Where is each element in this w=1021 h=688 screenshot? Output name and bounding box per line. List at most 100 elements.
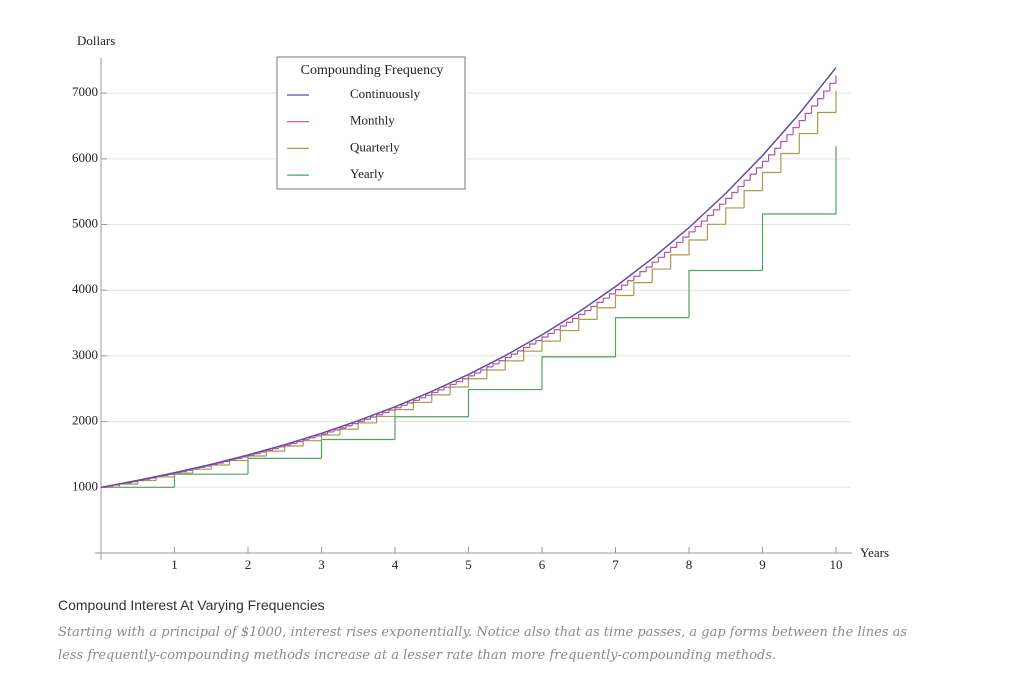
step-segment — [792, 127, 800, 135]
step-segment — [394, 408, 414, 417]
legend-items: Continuously Monthly Quarterly Yearly — [287, 86, 421, 181]
step-segment — [780, 152, 800, 173]
step-segment — [719, 203, 726, 210]
step-segment — [235, 457, 242, 461]
step-segment — [559, 325, 567, 330]
step-segment — [394, 407, 402, 411]
step-segment — [271, 448, 279, 451]
step-segment — [339, 428, 359, 436]
step-segment — [406, 402, 414, 406]
step-segment — [608, 293, 616, 299]
step-segment — [474, 372, 481, 376]
step-segment — [670, 246, 677, 253]
step-segment — [725, 207, 745, 225]
step-segment — [768, 154, 775, 162]
step-segment — [376, 414, 383, 418]
step-segment — [504, 356, 512, 361]
step-segment — [559, 329, 579, 342]
y-tick-label: 3000 — [72, 347, 98, 362]
y-tick-label: 2000 — [72, 413, 98, 428]
step-segment — [229, 459, 248, 465]
step-segment — [688, 269, 763, 318]
step-segment — [712, 209, 720, 216]
step-segment — [357, 422, 377, 430]
step-segment — [670, 254, 689, 270]
legend-label: Quarterly — [350, 139, 400, 154]
step-segment — [743, 179, 751, 187]
step-segment — [173, 472, 193, 477]
x-tick-label: 1 — [171, 557, 178, 572]
legend-label: Monthly — [350, 113, 395, 128]
step-segment — [541, 340, 561, 352]
step-segment — [829, 82, 836, 92]
step-segment — [259, 451, 267, 454]
step-segment — [388, 409, 395, 413]
step-segment — [633, 275, 640, 281]
step-segment — [345, 425, 353, 428]
step-segment — [645, 266, 653, 272]
step-segment — [363, 418, 371, 422]
step-segment — [749, 173, 757, 181]
step-segment — [590, 305, 598, 311]
step-segment — [743, 190, 763, 208]
step-segment — [706, 214, 714, 222]
step-segment — [786, 134, 794, 142]
step-segment — [302, 440, 322, 446]
step-segment — [455, 381, 463, 385]
step-segment — [657, 256, 665, 263]
legend-label: Continuously — [350, 86, 421, 101]
step-segment — [412, 401, 432, 410]
step-segment — [541, 336, 549, 341]
step-segment — [578, 313, 585, 319]
step-segment — [314, 435, 322, 438]
step-segment — [247, 457, 322, 475]
step-segment — [461, 378, 469, 382]
step-segment — [823, 90, 830, 99]
step-segment — [810, 105, 818, 114]
step-segment — [541, 356, 616, 390]
y-tick-label: 7000 — [72, 84, 98, 99]
step-segment — [480, 369, 487, 373]
step-segment — [596, 301, 604, 307]
step-segment — [339, 427, 346, 430]
step-segment — [676, 241, 683, 248]
x-tick-label: 2 — [245, 557, 252, 572]
x-tick-label: 10 — [830, 557, 843, 572]
step-segment — [633, 282, 653, 296]
step-segment — [798, 120, 806, 128]
step-segment — [431, 391, 438, 396]
legend-box — [276, 56, 466, 190]
step-segment — [639, 271, 647, 277]
step-segment — [621, 284, 628, 290]
step-segment — [492, 363, 500, 367]
step-segment — [431, 394, 451, 403]
step-segment — [565, 321, 573, 327]
step-segment — [425, 394, 432, 398]
chart: Dollars Years 1000 2000 3000 4000 5000 6000 70… — [72, 33, 889, 572]
step-segment — [663, 251, 671, 258]
step-segment — [504, 360, 524, 370]
step-segment — [486, 369, 506, 379]
step-segment — [210, 464, 230, 470]
step-segment — [290, 442, 298, 446]
y-tick-label: 1000 — [72, 478, 98, 493]
step-segment — [320, 438, 395, 459]
step-segment — [467, 388, 542, 417]
step-segment — [467, 375, 475, 379]
step-segment — [535, 339, 542, 345]
step-segment — [706, 223, 726, 240]
x-tick-label: 8 — [686, 557, 693, 572]
y-tick-label: 4000 — [72, 281, 98, 296]
y-axis-label: Dollars — [77, 33, 115, 48]
step-segment — [467, 378, 487, 387]
step-segment — [761, 160, 769, 168]
step-segment — [449, 386, 469, 395]
line — [100, 67, 837, 489]
step-segment — [774, 147, 781, 155]
step-segment — [278, 446, 285, 449]
step-segment — [682, 236, 689, 243]
step-segment — [498, 360, 506, 364]
step-segment — [755, 167, 763, 175]
step-segment — [369, 416, 377, 420]
